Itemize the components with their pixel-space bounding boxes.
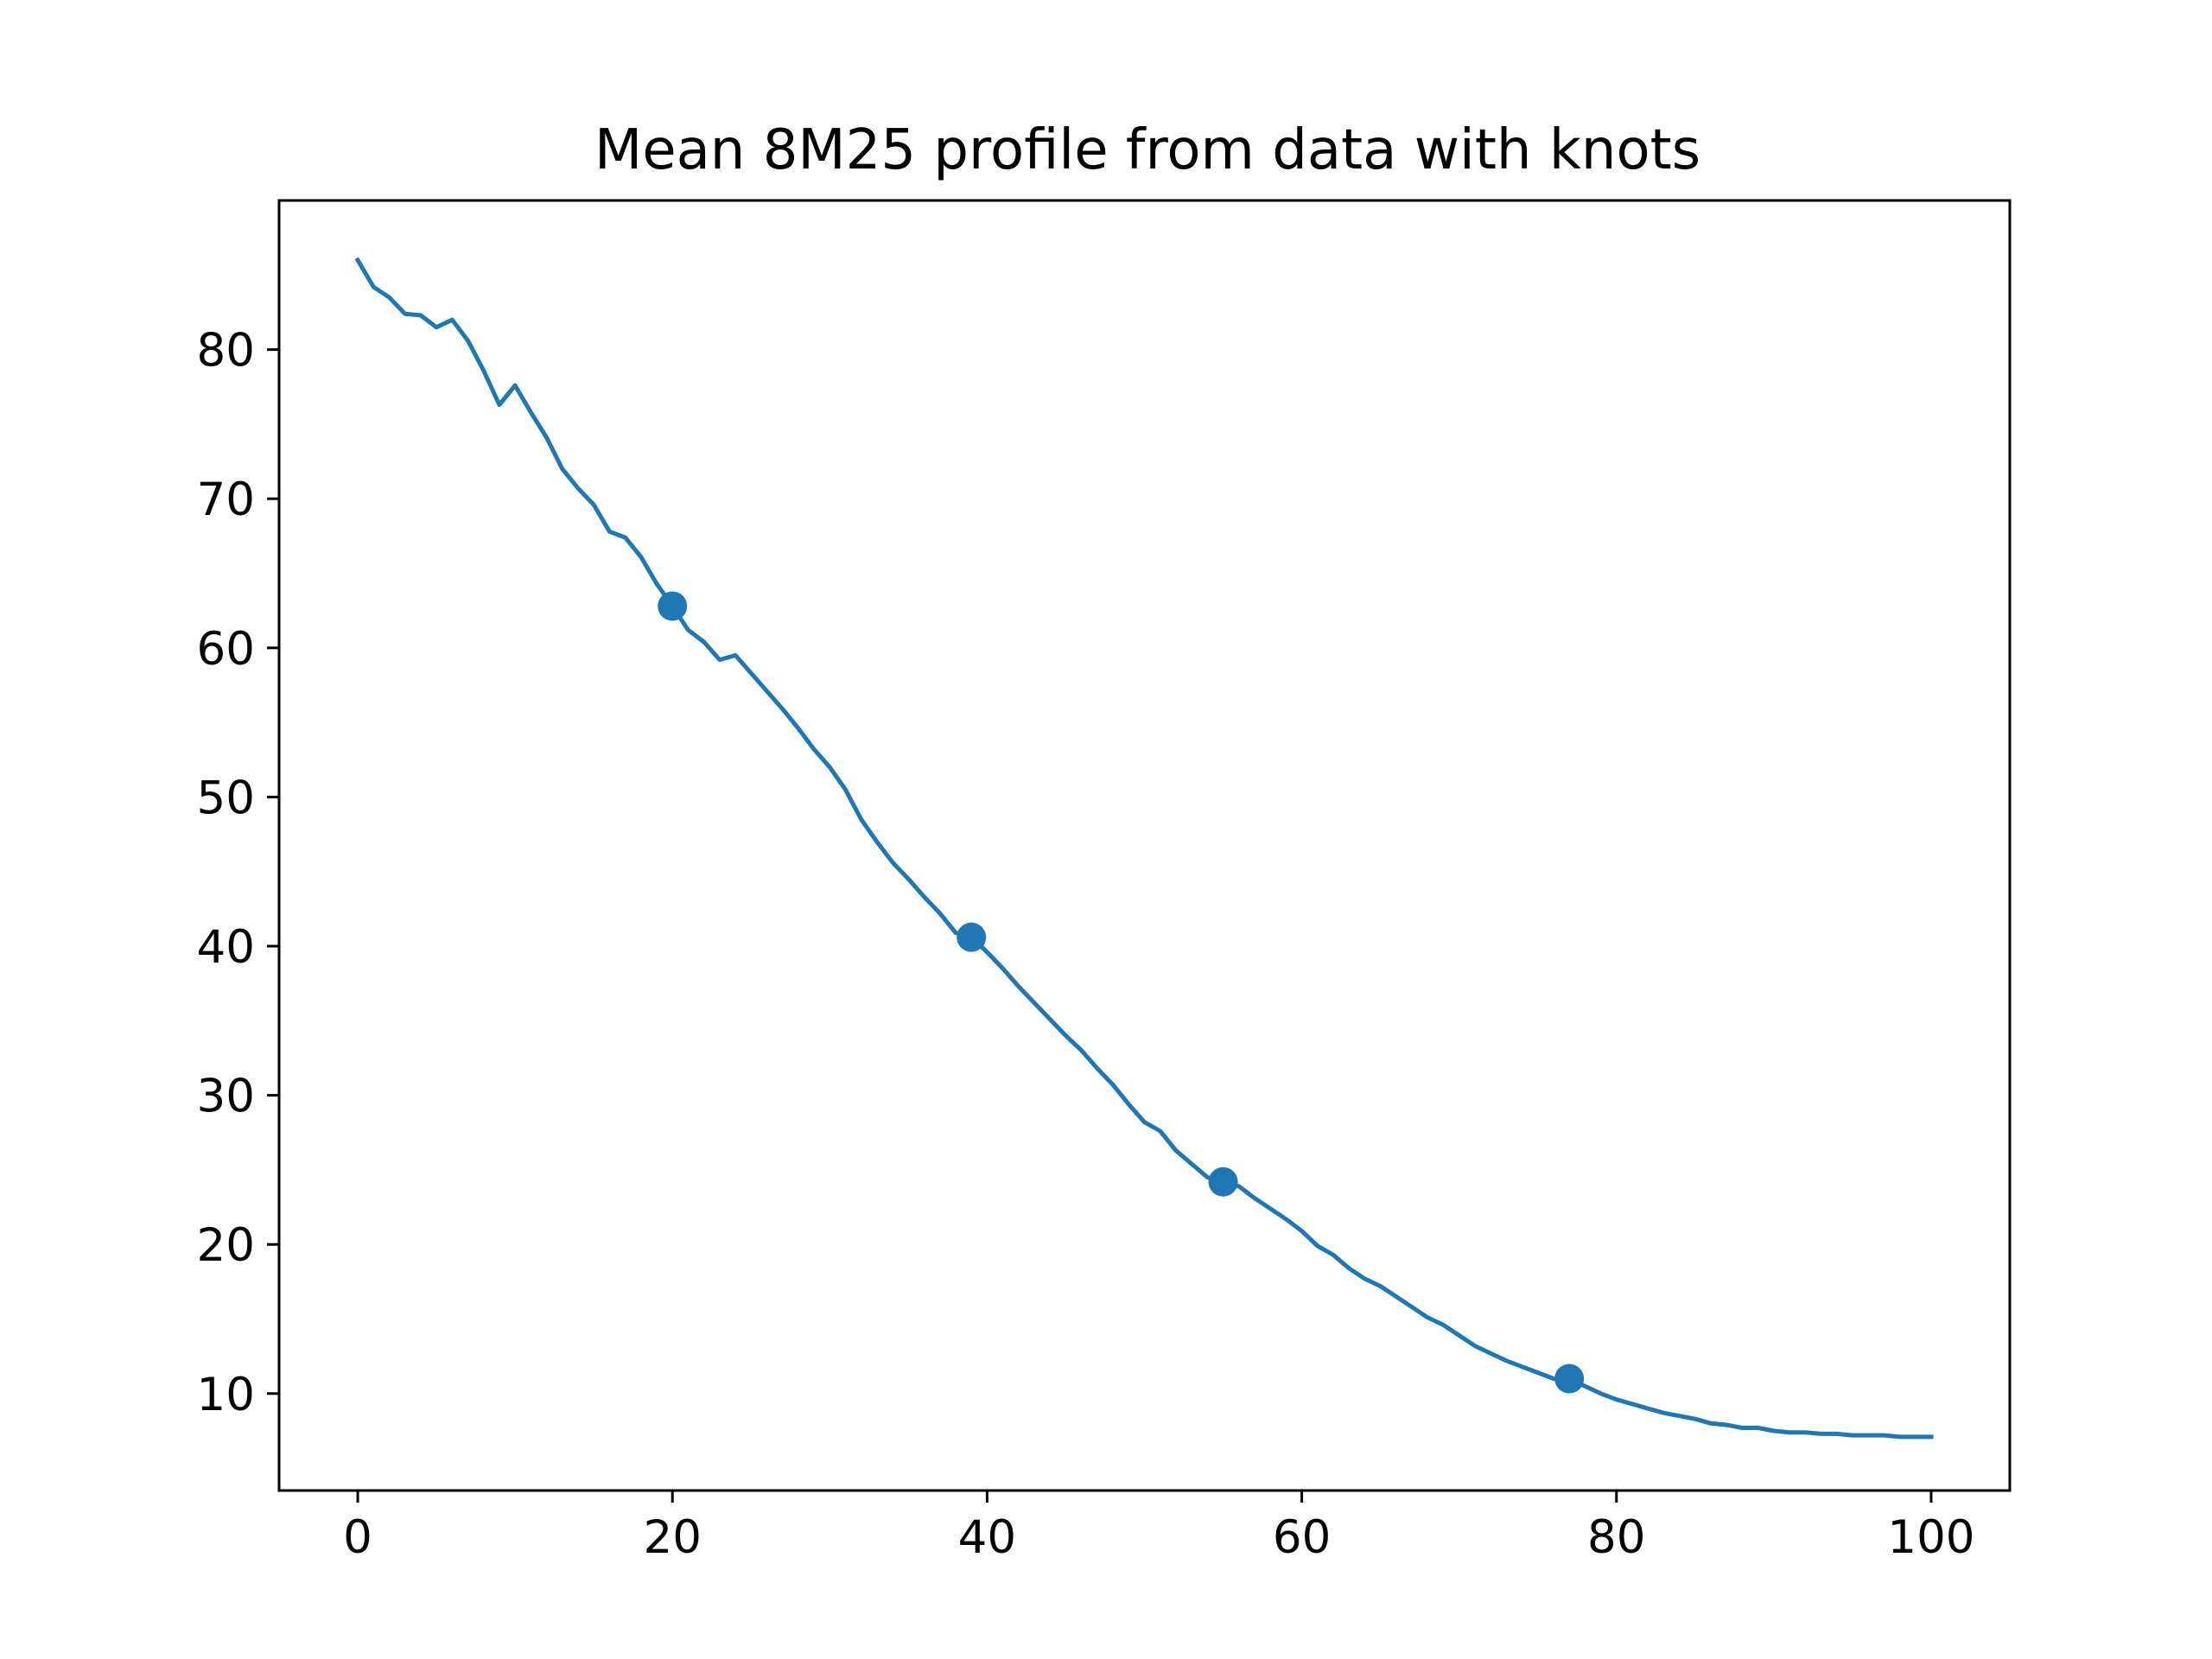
series-line — [354, 257, 1934, 1440]
x-tick-label: 60 — [1273, 1511, 1331, 1564]
y-tick-label: 10 — [197, 1369, 255, 1421]
y-tick-label: 50 — [197, 772, 255, 824]
x-tick-label: 20 — [644, 1511, 702, 1564]
y-tick-label: 20 — [197, 1219, 255, 1272]
y-tick-label: 70 — [197, 474, 255, 526]
x-tick-label: 100 — [1887, 1511, 1974, 1564]
x-tick-label: 40 — [958, 1511, 1016, 1564]
y-tick-label: 60 — [197, 623, 255, 676]
knot-point — [1208, 1166, 1238, 1197]
chart-title: Mean 8M25 profile from data with knots — [594, 118, 1700, 182]
y-tick-label: 30 — [197, 1071, 255, 1123]
y-tick-label: 80 — [197, 325, 255, 378]
knot-point — [957, 922, 987, 952]
y-tick-label: 40 — [197, 921, 255, 974]
knot-point — [1554, 1363, 1585, 1394]
knot-point — [658, 591, 688, 621]
axes-frame — [277, 199, 2012, 1492]
x-tick-label: 80 — [1587, 1511, 1645, 1564]
plot-area — [354, 257, 1934, 1440]
x-tick-label: 0 — [343, 1511, 372, 1564]
